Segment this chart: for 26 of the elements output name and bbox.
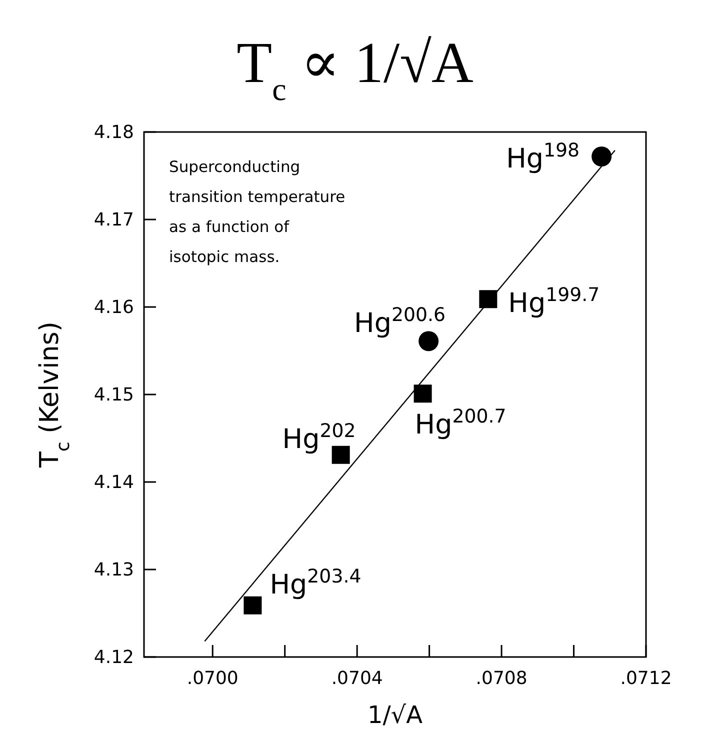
point (332, 446, 350, 464)
x-axis-title: 1/√A (367, 701, 424, 729)
y-tick-label: 4.18 (94, 122, 134, 143)
y-tick-label: 4.17 (94, 210, 134, 230)
y-tick-label: 4.13 (94, 560, 134, 580)
x-tick-label: .0704 (331, 668, 383, 689)
x-tick-label: .0700 (186, 668, 238, 689)
annotation: Hg$^{200.6}$ (354, 304, 446, 340)
y-tick-label: 4.16 (94, 297, 134, 318)
annotation: Hg$^{199.7}$ (508, 284, 600, 320)
y-tick-label: 4.12 (94, 647, 134, 668)
point (592, 146, 612, 166)
annotation: Hg$^{200.7}$ (414, 406, 506, 441)
x-tick-label: .0708 (476, 668, 528, 689)
point (414, 384, 432, 403)
annotation: Hg$^{198}$ (506, 140, 580, 174)
point (244, 596, 262, 614)
y-tick-label: 4.14 (94, 472, 134, 493)
y-tick-label: 4.15 (94, 384, 134, 406)
point (418, 331, 439, 352)
annotation: Hg$^{202}$ (282, 420, 356, 455)
x-tick-label: .0712 (620, 668, 672, 689)
annotation: Superconducting transition temperature as a function of isotopic mass. (169, 158, 346, 266)
annotation: Hg$^{203.4}$ (270, 565, 362, 600)
chart-title: T$_{c}$ ∝ 1/√A (236, 30, 474, 106)
point (479, 290, 498, 308)
